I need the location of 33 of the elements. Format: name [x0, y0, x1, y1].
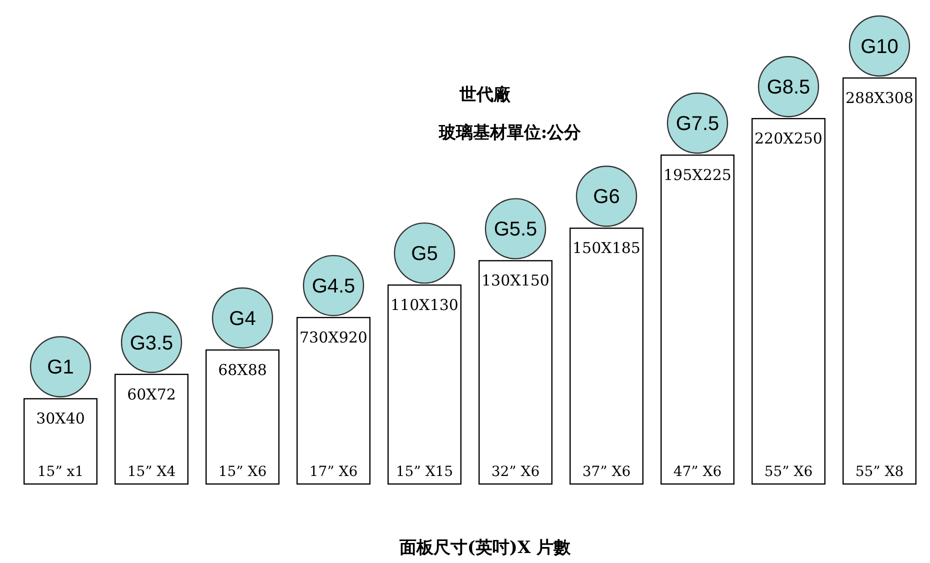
annotation: 15” x1 — [37, 464, 84, 480]
annotation: 17” X6 — [309, 464, 358, 480]
annotation: 68X88 — [218, 361, 267, 380]
x-axis-title: 面板尺寸(英吋)X 片數 — [398, 538, 572, 558]
x-tick-label: G5 — [411, 243, 438, 266]
annotation: 15” X4 — [127, 464, 176, 480]
annotation: 30X40 — [36, 410, 85, 428]
x-tick-label: G3.5 — [130, 332, 174, 354]
annotation: 60X72 — [127, 385, 176, 404]
annotation: 110X130 — [390, 296, 458, 314]
x-tick-label: G5.5 — [494, 218, 538, 241]
annotation: 730X920 — [300, 328, 368, 347]
annotation: 15” X15 — [396, 464, 454, 480]
annotation: 15” X6 — [218, 464, 267, 480]
x-tick-label: G4 — [229, 308, 256, 330]
annotation: 55” X6 — [764, 464, 813, 480]
annotation: 130X150 — [482, 272, 550, 290]
annotation: 195X225 — [664, 166, 732, 184]
x-tick-label: G8.5 — [766, 76, 810, 99]
annotation: 47” X6 — [673, 464, 722, 480]
x-tick-label: G7.5 — [676, 113, 720, 136]
x-tick-label: G4.5 — [312, 276, 356, 298]
annotation: 150X185 — [572, 239, 640, 258]
x-tick-label: G6 — [593, 186, 620, 208]
annotation: 288X308 — [846, 89, 914, 107]
annotation: 32” X6 — [491, 464, 540, 480]
annotation: 220X250 — [754, 130, 822, 148]
x-tick-label: G10 — [860, 36, 898, 58]
chart-title: 世代廠 — [458, 85, 512, 105]
text: 玻璃基材單位:公分 — [438, 123, 582, 143]
annotation: 37” X6 — [582, 464, 631, 480]
annotation: 55” X8 — [855, 464, 904, 480]
x-tick-label: G1 — [47, 356, 74, 379]
